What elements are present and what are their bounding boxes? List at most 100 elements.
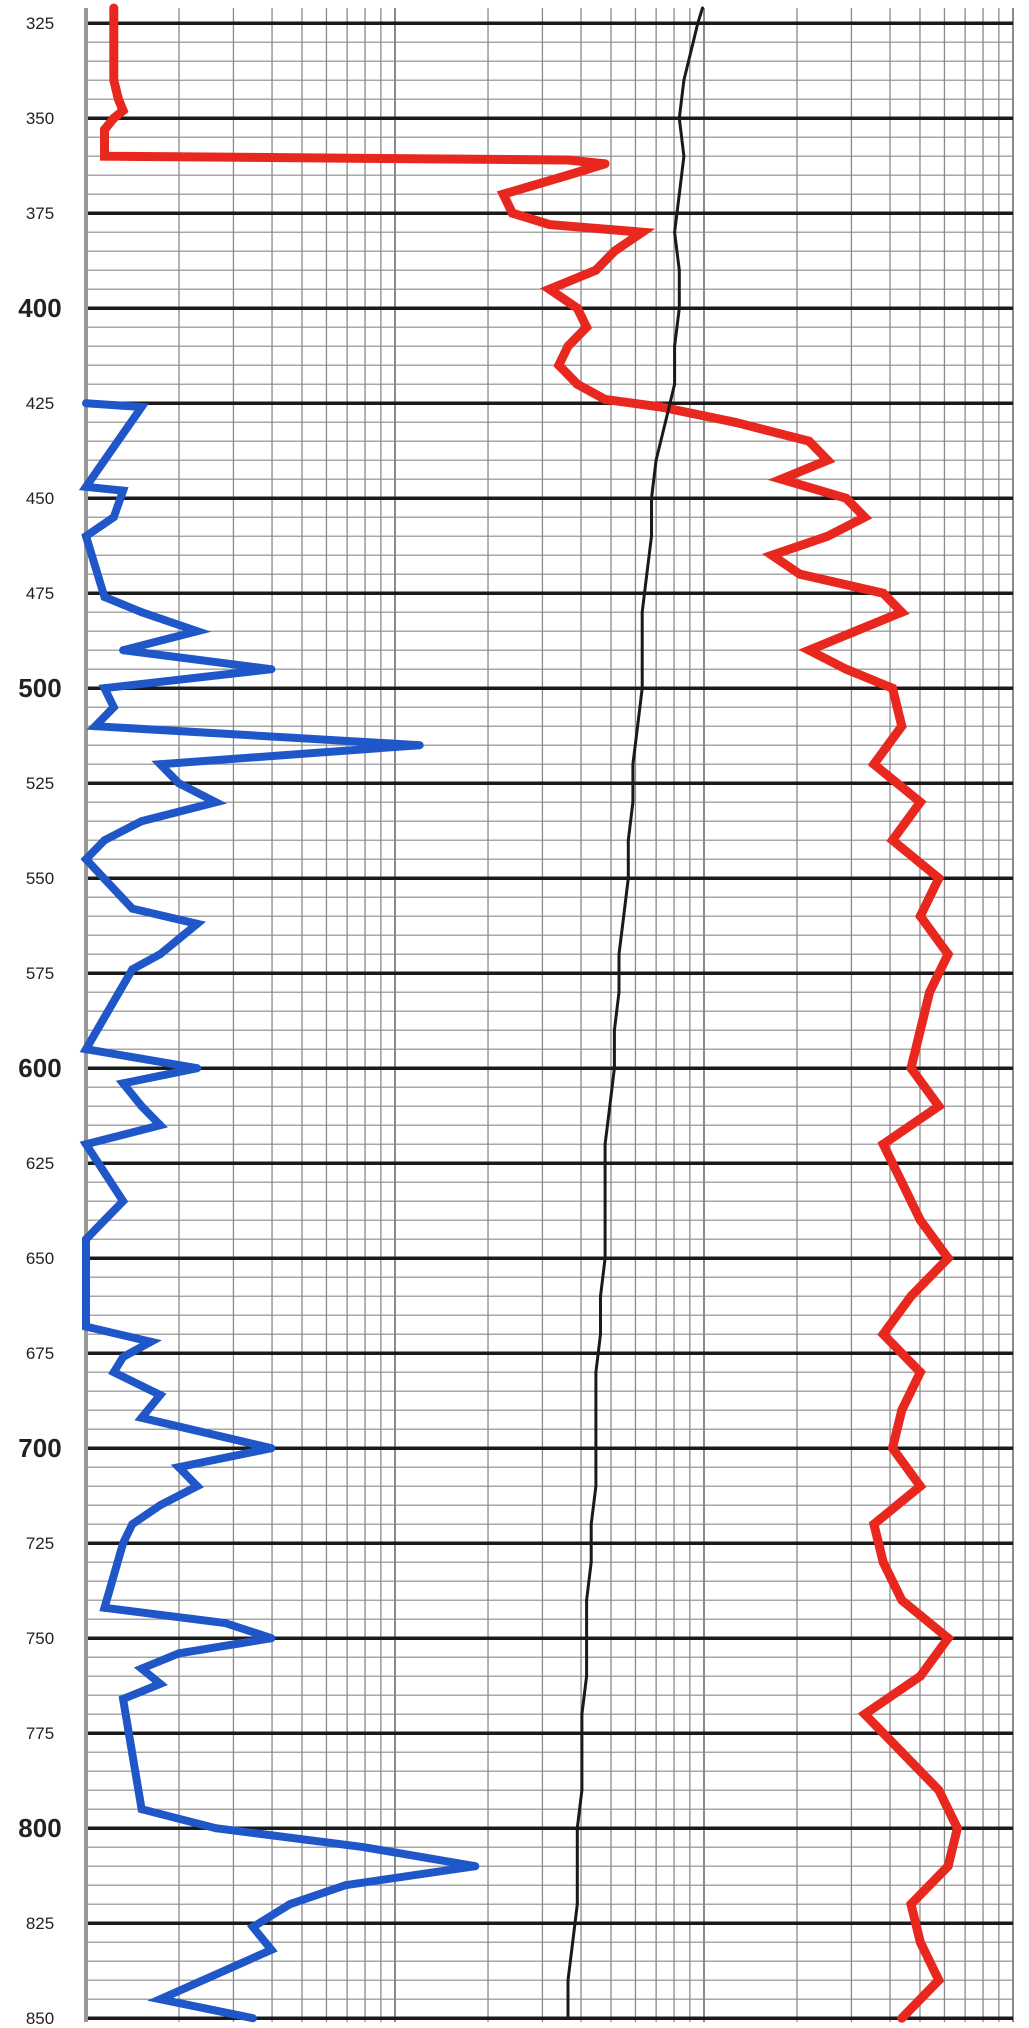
black-curve-point: [663, 420, 667, 424]
blue-curve-point: [91, 722, 100, 731]
black-curve-point: [594, 1484, 598, 1488]
black-curve-point: [599, 1332, 602, 1336]
depth-tick-label: 825: [26, 1914, 54, 1933]
red-curve-point: [906, 1899, 916, 1909]
blue-curve-point: [82, 532, 90, 541]
red-curve-point: [823, 455, 833, 465]
blue-curve-point: [119, 1079, 128, 1088]
plot-area: [86, 8, 1013, 2022]
depth-tick-label: 625: [26, 1154, 54, 1173]
red-curve-point: [888, 835, 897, 845]
depth-tick-label: 600: [18, 1053, 61, 1083]
red-curve-point: [795, 569, 805, 579]
blue-curve-point: [193, 1482, 202, 1491]
blue-curve-point: [137, 403, 146, 411]
red-curve-point: [934, 1101, 944, 1111]
blue-curve-point: [156, 1391, 165, 1399]
black-curve-point: [677, 192, 681, 196]
black-curve-point: [580, 1712, 584, 1716]
red-curve-point: [554, 360, 564, 370]
black-curve-point: [599, 1294, 602, 1298]
black-curve-point: [645, 572, 649, 576]
blue-curve-point: [156, 1501, 165, 1510]
red-curve-point: [100, 125, 109, 135]
red-curve-point: [906, 1063, 916, 1073]
red-curve-point: [860, 1709, 870, 1719]
red-curve-point: [823, 531, 833, 541]
blue-curve-point: [174, 779, 183, 788]
blue-curve-point: [156, 760, 165, 769]
blue-curve-point: [211, 1824, 220, 1833]
black-curve-point: [682, 78, 686, 82]
red-curve-point: [498, 189, 508, 199]
red-curve-point: [952, 1823, 962, 1833]
blue-curve-point: [156, 1995, 165, 2004]
red-curve-point: [906, 1291, 916, 1301]
grid: [84, 8, 1014, 2022]
black-curve-point: [580, 1788, 584, 1792]
red-curve-point: [600, 394, 610, 404]
blue-curve-point: [119, 486, 128, 495]
depth-tick-labels: 325 350 375 400 425 450 475 500 525 550 575 600 625 6…: [18, 14, 61, 2028]
blue-curve-point: [109, 513, 118, 522]
red-curve-point: [804, 645, 814, 655]
black-curve-point: [673, 230, 677, 234]
blue-curve-point: [82, 1235, 90, 1244]
black-curve-point: [608, 1104, 612, 1108]
blue-curve-point: [341, 1881, 350, 1890]
red-curve-point: [109, 113, 119, 123]
black-curve-point: [603, 1180, 607, 1184]
blue-curve-point: [146, 1337, 155, 1346]
black-curve-point: [622, 914, 626, 918]
blue-curve-point: [82, 1140, 90, 1149]
red-curve-point: [109, 75, 119, 85]
black-curve-point: [571, 1940, 575, 1944]
blue-curve-point: [82, 1322, 90, 1331]
red-curve-point: [934, 873, 944, 883]
black-curve-point: [603, 1218, 607, 1222]
blue-curve-point: [471, 1862, 480, 1871]
red-curve-point: [656, 402, 666, 412]
red-curve-point: [925, 987, 935, 997]
black-curve-point: [677, 306, 681, 310]
red-curve-point: [609, 246, 619, 256]
blue-curve-point: [285, 1900, 294, 1909]
red-curve-point: [878, 1139, 888, 1149]
blue-curve-point: [248, 2014, 257, 2023]
black-curve-point: [626, 876, 630, 880]
depth-tick-label: 725: [26, 1534, 54, 1553]
black-curve-point: [589, 1560, 593, 1564]
red-curve-point: [915, 1937, 925, 1947]
red-curve-point: [915, 1025, 925, 1035]
blue-curve-point: [156, 1679, 165, 1688]
red-curve-point: [109, 37, 119, 47]
black-curve-point: [682, 154, 686, 158]
depth-tick-label: 650: [26, 1249, 54, 1268]
blue-curve-point: [415, 741, 424, 750]
black-curve-point: [566, 2016, 570, 2020]
blue-curve-point: [109, 1368, 118, 1377]
black-curve-point: [594, 1370, 598, 1374]
red-curve-point: [591, 265, 601, 275]
black-curve-point: [575, 1826, 579, 1830]
blue-curve-point: [137, 1805, 146, 1814]
blue-curve-point: [137, 1102, 146, 1111]
red-curve-point: [100, 144, 109, 154]
red-curve-point: [878, 588, 888, 598]
depth-tick-label: 575: [26, 964, 54, 983]
blue-curve-point: [360, 1843, 369, 1852]
black-curve-point: [617, 990, 621, 994]
red-curve-point: [869, 759, 879, 769]
blue-curve-point: [193, 627, 202, 636]
blue-curve-point: [100, 593, 109, 601]
red-curve-point: [850, 626, 860, 636]
red-curve-point: [915, 797, 925, 807]
blue-curve-point: [174, 1649, 183, 1658]
red-curve-point: [869, 1519, 879, 1529]
black-curve-point: [566, 1978, 570, 1982]
red-curve-point: [841, 493, 851, 503]
blue-curve-point: [119, 646, 128, 655]
blue-curve-point: [137, 1413, 146, 1422]
depth-tick-label: 450: [26, 489, 54, 508]
blue-curve: [78, 399, 476, 2023]
